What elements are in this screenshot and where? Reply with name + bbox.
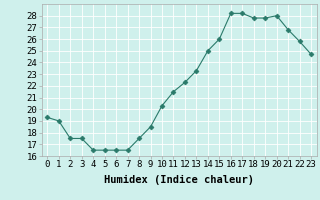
X-axis label: Humidex (Indice chaleur): Humidex (Indice chaleur) [104,175,254,185]
